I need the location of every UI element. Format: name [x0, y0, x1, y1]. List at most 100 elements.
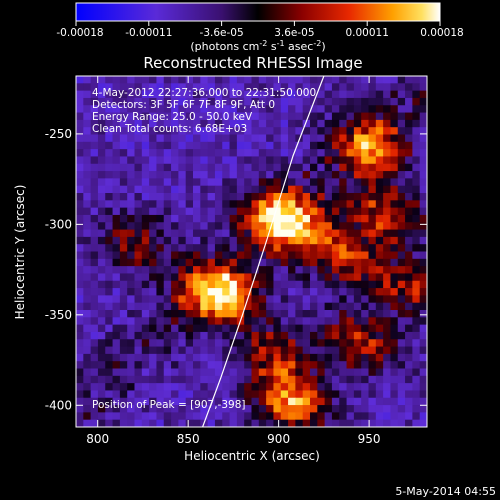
heatmap-pixel [105, 419, 113, 427]
heatmap-pixel [244, 83, 252, 92]
heatmap-pixel [119, 375, 128, 384]
heatmap-pixel [127, 280, 135, 289]
heatmap-pixel [397, 236, 406, 245]
heatmap-pixel [141, 266, 150, 274]
heatmap-pixel [288, 97, 296, 106]
heatmap-pixel [273, 134, 282, 143]
heatmap-pixel [405, 229, 413, 238]
heatmap-pixel [412, 171, 421, 179]
heatmap-pixel [331, 185, 340, 194]
heatmap-pixel [236, 119, 245, 128]
heatmap-pixel [412, 251, 421, 260]
heatmap-pixel [127, 361, 135, 369]
heatmap-pixel [244, 368, 252, 377]
heatmap-pixel [317, 310, 326, 318]
heatmap-pixel [229, 375, 238, 384]
heatmap-pixel [390, 222, 399, 230]
heatmap-pixel [90, 405, 99, 413]
heatmap-pixel [200, 185, 209, 194]
heatmap-pixel [229, 141, 238, 150]
heatmap-pixel [302, 119, 311, 128]
heatmap-pixel [163, 280, 172, 289]
heatmap-pixel [163, 185, 172, 194]
heatmap-pixel [185, 214, 194, 223]
heatmap-pixel [266, 383, 274, 391]
heatmap-pixel [127, 185, 135, 194]
heatmap-pixel [331, 156, 340, 165]
heatmap-pixel [324, 214, 333, 223]
heatmap-pixel [149, 141, 157, 150]
heatmap-pixel [317, 229, 326, 238]
heatmap-pixel [383, 105, 391, 113]
heatmap-pixel [361, 273, 369, 282]
heatmap-pixel [214, 112, 223, 121]
heatmap-pixel [273, 310, 282, 318]
heatmap-pixel [280, 368, 289, 377]
heatmap-pixel [200, 214, 209, 223]
heatmap-pixel [368, 331, 377, 340]
heatmap-pixel [353, 163, 362, 172]
heatmap-pixel [397, 375, 406, 384]
heatmap-pixel [375, 127, 384, 135]
heatmap-pixel [375, 149, 384, 157]
heatmap-pixel [207, 368, 216, 377]
heatmap-pixel [375, 83, 384, 92]
heatmap-pixel [266, 141, 274, 150]
heatmap-pixel [141, 412, 150, 421]
heatmap-pixel [397, 368, 406, 377]
heatmap-pixel [383, 193, 391, 201]
heatmap-pixel [193, 339, 201, 347]
heatmap-pixel [361, 310, 369, 318]
heatmap-pixel [280, 266, 289, 274]
heatmap-pixel [112, 383, 121, 391]
heatmap-pixel [390, 383, 399, 391]
heatmap-pixel [419, 361, 427, 369]
heatmap-pixel [134, 163, 143, 172]
heatmap-pixel [368, 112, 377, 121]
heatmap-pixel [149, 134, 157, 143]
heatmap-pixel [112, 273, 121, 282]
heatmap-pixel [375, 390, 384, 399]
heatmap-pixel [339, 419, 347, 427]
heatmap-pixel [324, 383, 333, 391]
heatmap-pixel [134, 273, 143, 282]
heatmap-pixel [390, 134, 399, 143]
heatmap-pixel [119, 193, 128, 201]
heatmap-pixel [236, 361, 245, 369]
heatmap-pixel [419, 171, 427, 179]
heatmap-pixel [207, 119, 216, 128]
heatmap-pixel [317, 214, 326, 223]
heatmap-pixel [149, 339, 157, 347]
heatmap-pixel [112, 83, 121, 92]
heatmap-pixel [149, 149, 157, 157]
heatmap-pixel [405, 361, 413, 369]
heatmap-pixel [258, 273, 267, 282]
heatmap-pixel [390, 258, 399, 267]
heatmap-pixel [214, 105, 223, 113]
heatmap-pixel [258, 119, 267, 128]
heatmap-pixel [295, 156, 304, 165]
heatmap-pixel [346, 90, 355, 99]
heatmap-pixel [258, 112, 267, 121]
heatmap-pixel [361, 302, 369, 311]
heatmap-pixel [97, 149, 106, 157]
heatmap-pixel [280, 193, 289, 201]
heatmap-pixel [244, 405, 252, 413]
heatmap-pixel [295, 141, 304, 150]
heatmap-pixel [112, 280, 121, 289]
heatmap-pixel [193, 178, 201, 187]
heatmap-pixel [361, 324, 369, 333]
heatmap-pixel [171, 288, 179, 296]
heatmap-pixel [76, 251, 84, 260]
heatmap-pixel [302, 178, 311, 187]
heatmap-pixel [200, 295, 209, 304]
heatmap-pixel [185, 178, 194, 187]
heatmap-pixel [258, 383, 267, 391]
heatmap-pixel [149, 375, 157, 384]
heatmap-pixel [90, 207, 99, 216]
heatmap-pixel [156, 295, 165, 304]
heatmap-pixel [222, 97, 230, 106]
heatmap-pixel [83, 171, 92, 179]
heatmap-pixel [119, 280, 128, 289]
heatmap-pixel [280, 119, 289, 128]
